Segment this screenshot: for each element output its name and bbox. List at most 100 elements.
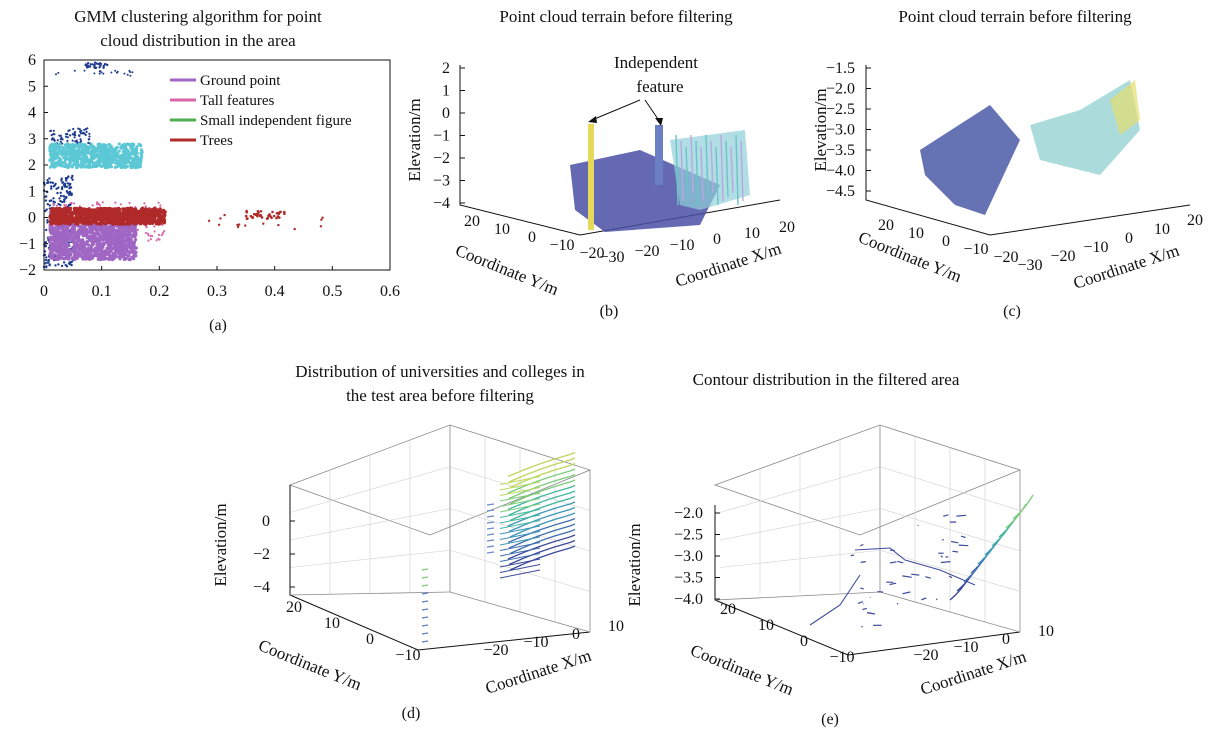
panel-e-x-tick-label: −20	[913, 647, 938, 664]
grid-line	[719, 549, 881, 568]
tree-points-point	[94, 218, 99, 223]
navy-cluster-point	[45, 265, 48, 268]
navy-cluster-point	[68, 182, 71, 186]
cyan-band-points-point	[56, 159, 61, 164]
panel-b-z-tick-label: 0	[442, 105, 450, 122]
panel-d-back-top	[288, 424, 592, 536]
panel-c-x-tick-label: 20	[1187, 212, 1203, 229]
navy-cluster-upper-point	[79, 132, 82, 135]
cyan-band-points-point	[138, 164, 142, 169]
cyan-band-points-point	[120, 156, 124, 160]
cyan-band-points-point	[109, 165, 113, 169]
cyan-band-points-point	[108, 145, 112, 149]
ground-points-point	[63, 226, 68, 230]
navy-cluster-upper-point	[83, 128, 86, 131]
panel-d-floor-back-left	[289, 591, 451, 596]
ground-points-point	[112, 256, 116, 261]
cyan-band-points-point	[54, 147, 58, 151]
ground-points-point	[130, 256, 134, 260]
ground-points-point	[51, 241, 55, 246]
tree-points-point	[95, 221, 99, 226]
ground-points-point	[120, 243, 125, 247]
ground-points-point	[87, 237, 92, 241]
navy-cluster-top-point	[98, 66, 101, 69]
tree-points-point	[74, 213, 79, 218]
panel-e-z-tick-label: −3.0	[674, 548, 703, 565]
ground-points-point	[58, 240, 63, 245]
panel-b-stripe	[690, 134, 694, 194]
panel-b-building-surface	[670, 130, 750, 210]
tree-points-far-point	[275, 216, 278, 220]
ground-points-point	[83, 246, 87, 250]
tree-points-point	[63, 206, 67, 210]
tree-points-far	[244, 209, 286, 221]
navy-cluster-point	[64, 177, 68, 180]
tall-features-points-point	[98, 204, 101, 207]
grid-line	[289, 508, 451, 541]
cyan-band-points-point	[78, 163, 82, 167]
navy-cluster-upper-point	[53, 139, 56, 142]
panel-d-contour	[499, 564, 541, 573]
panel-d-feature-marker	[486, 515, 495, 518]
grid-line	[879, 549, 1021, 592]
tree-points-point	[89, 222, 93, 226]
navy-cluster-upper-point	[69, 134, 72, 137]
ground-points-point	[50, 237, 54, 241]
panel-c-y-tick-label: −20	[993, 249, 1018, 266]
ground-points-point	[53, 236, 57, 240]
ground-points-point	[92, 233, 97, 237]
navy-cluster-point	[62, 200, 66, 203]
tall-features-points-point	[147, 239, 150, 242]
cyan-band-points-point	[49, 158, 53, 162]
ground-points-point	[49, 224, 53, 229]
ground-points-point	[129, 238, 133, 242]
panel-d-feature-marker	[486, 545, 495, 548]
navy-cluster-point	[60, 264, 64, 268]
cyan-band-points-point	[135, 151, 139, 155]
panel-c-z-ticks: −1.5 −2.0 −2.5 −3.0 −3.5 −4.0 −4.5	[826, 60, 871, 200]
navy-cluster-top-sparse	[55, 69, 134, 77]
navy-cluster-point	[64, 196, 68, 200]
panel-c-z-tick-label: −2.0	[826, 81, 855, 98]
cyan-band-points-point	[87, 160, 91, 164]
cyan-band-points-point	[72, 146, 76, 150]
navy-cluster-upper-point	[87, 141, 90, 144]
navy-cluster-point	[54, 182, 57, 186]
cyan-band-points-point	[136, 157, 140, 161]
ground-points-point	[90, 249, 94, 253]
navy-cluster-point	[59, 203, 62, 207]
cyan-band-points-point	[77, 145, 81, 149]
tall-features-points-point	[151, 235, 154, 238]
navy-cluster-upper-point	[60, 136, 63, 139]
tree-points-point	[132, 213, 137, 217]
panel-e-contour-fragment	[889, 561, 897, 564]
ground-points-point	[50, 255, 54, 259]
panel-c-peak-surface	[1110, 80, 1140, 135]
tree-points-point	[56, 218, 60, 222]
cyan-band-points-point	[92, 150, 97, 154]
tree-points-point	[79, 210, 83, 215]
panel-d-z-ticks: 0 −2 −4	[253, 513, 295, 596]
ground-points-point	[60, 235, 64, 239]
panel-d-z-tick-label: −2	[253, 546, 270, 563]
navy-cluster-top-point	[93, 63, 96, 67]
panel-b-stripe	[700, 146, 704, 202]
panel-d-contour-lines	[421, 451, 576, 643]
navy-cluster-point	[52, 197, 55, 200]
navy-cluster-point	[54, 264, 57, 267]
navy-cluster-point	[52, 185, 56, 188]
ground-points-point	[58, 243, 62, 248]
panel-e-contour-fragment	[917, 524, 919, 527]
navy-cluster-top-sparse-point	[123, 72, 126, 75]
panel-b-stripe	[695, 140, 699, 206]
cyan-band-points-point	[55, 154, 59, 158]
ground-points-point	[130, 243, 134, 248]
ground-points-point	[83, 230, 88, 234]
cyan-band-points-point	[81, 154, 85, 158]
navy-cluster-top-point	[84, 63, 87, 67]
tall-features-points-point	[52, 203, 55, 206]
panel-d-contour	[499, 509, 541, 518]
panel-b-x-tick-label: 10	[744, 225, 760, 242]
panel-a-x-tick-label: 0.6	[380, 283, 400, 300]
panel-e-y-ticks: 20 10 0 −10	[720, 601, 855, 666]
